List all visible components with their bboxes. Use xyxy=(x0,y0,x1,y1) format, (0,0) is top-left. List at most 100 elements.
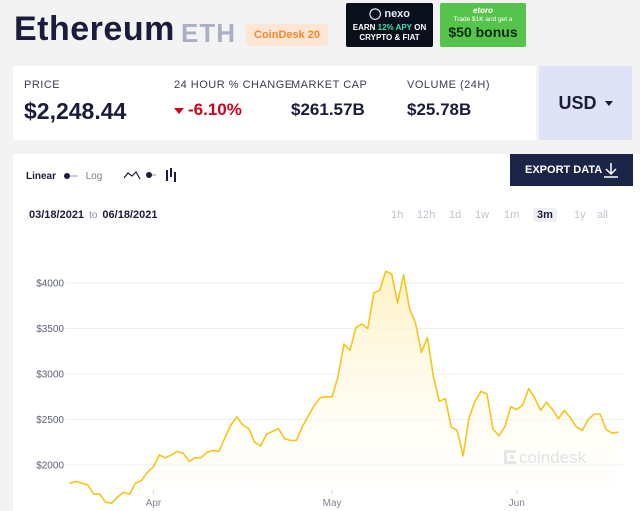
date-range[interactable]: 03/18/2021 to 06/18/2021 xyxy=(29,209,157,221)
title-row: Ethereum ETH CoinDesk 20 ◯ nexo EARN 12%… xyxy=(14,3,640,54)
data-point xyxy=(111,502,113,504)
range-12h[interactable]: 12h xyxy=(417,209,436,221)
data-point xyxy=(343,343,345,345)
range-3m[interactable]: 3m xyxy=(533,208,557,222)
data-point xyxy=(397,302,399,304)
export-data-button[interactable]: EXPORT DATA xyxy=(510,154,633,186)
data-point xyxy=(254,441,256,443)
date-from[interactable]: 03/18/2021 xyxy=(29,209,85,221)
market-cap-value: $261.57B xyxy=(291,100,365,119)
down-arrow-icon xyxy=(174,107,184,114)
data-point xyxy=(182,452,184,454)
range-1h[interactable]: 1h xyxy=(391,209,404,221)
data-point xyxy=(81,482,83,484)
scale-log-label[interactable]: Log xyxy=(85,171,103,182)
data-point xyxy=(206,451,208,453)
data-point xyxy=(194,457,196,459)
data-point xyxy=(212,449,214,451)
change-value-text: -6.10% xyxy=(188,100,242,119)
data-point xyxy=(510,406,512,408)
nexo-ad-brand: ◯ nexo xyxy=(368,8,411,20)
data-point xyxy=(325,396,327,398)
data-point xyxy=(450,426,452,428)
scale-toggle[interactable] xyxy=(63,173,78,180)
etoro-ad-line2: $50 bonus xyxy=(448,24,518,40)
currency-select[interactable]: USD xyxy=(539,66,632,140)
data-point xyxy=(271,430,274,432)
nexo-ad-line1: EARN 12% APY ON xyxy=(352,23,427,32)
nexo-ad-banner[interactable]: ◯ nexo EARN 12% APY ON CRYPTO & FIAT xyxy=(346,3,433,47)
price-chart[interactable]: $4000$3500$3000$2500$2000 AprMayJun coin… xyxy=(13,154,640,511)
data-point xyxy=(516,408,518,411)
data-point xyxy=(605,428,607,431)
data-point xyxy=(617,431,619,433)
data-point xyxy=(373,292,375,294)
volume-label: VOLUME (24H) xyxy=(407,79,491,91)
coindesk20-badge[interactable]: CoinDesk 20 xyxy=(246,24,329,46)
data-point xyxy=(480,390,482,392)
y-tick-label: $3000 xyxy=(36,370,64,381)
data-point xyxy=(385,270,387,272)
data-point xyxy=(129,493,131,495)
y-axis: $4000 $3500 $3000 $2500 $2000 xyxy=(36,279,64,472)
data-point xyxy=(557,418,560,420)
data-point xyxy=(319,397,321,399)
data-point xyxy=(420,351,422,353)
data-point xyxy=(504,426,506,428)
data-point xyxy=(569,417,571,419)
range-1y[interactable]: 1y xyxy=(574,209,586,221)
date-to-word: to xyxy=(89,210,98,221)
range-1m[interactable]: 1m xyxy=(504,209,520,221)
data-point xyxy=(498,435,500,437)
scale-linear-label[interactable]: Linear xyxy=(26,171,57,182)
nexo-ad-line2: CRYPTO & FIAT xyxy=(359,33,420,42)
caret-down-icon xyxy=(604,100,613,106)
change-stat: 24 HOUR % CHANGE -6.10% xyxy=(174,79,293,120)
data-point xyxy=(230,424,232,426)
date-to[interactable]: 06/18/2021 xyxy=(102,209,158,221)
data-point xyxy=(93,493,95,495)
data-point xyxy=(301,426,303,428)
data-point xyxy=(540,409,542,411)
etoro-ad-banner[interactable]: etoro Trade $1K and get a $50 bonus xyxy=(440,3,526,47)
price-points xyxy=(69,270,619,504)
data-point xyxy=(432,375,434,377)
currency-value: USD xyxy=(558,92,597,113)
data-point xyxy=(391,273,393,275)
data-point xyxy=(426,337,428,339)
data-point xyxy=(260,445,262,447)
range-selector: 1h 12h 1d 1w 1m 3m 1y all xyxy=(383,208,623,225)
data-point xyxy=(403,274,405,276)
data-point xyxy=(545,401,548,403)
data-point xyxy=(551,408,554,411)
etoro-ad-line1: Trade $1K and get a xyxy=(453,16,513,23)
data-point xyxy=(522,404,524,406)
y-tick-label: $2000 xyxy=(36,461,64,472)
data-point xyxy=(414,322,417,324)
data-point xyxy=(444,398,446,400)
range-all[interactable]: all xyxy=(597,209,609,221)
chart-type-switch[interactable] xyxy=(123,167,184,183)
data-point xyxy=(474,400,476,402)
data-point xyxy=(599,413,601,415)
data-point xyxy=(218,450,220,452)
range-1d[interactable]: 1d xyxy=(449,209,462,221)
data-point xyxy=(105,501,107,503)
data-point xyxy=(87,484,89,486)
data-point xyxy=(456,429,458,431)
change-value: -6.10% xyxy=(174,100,293,120)
price-value: $2,248.44 xyxy=(24,98,127,124)
data-point xyxy=(295,439,297,441)
market-cap-label: MARKET CAP xyxy=(291,79,368,91)
volume-stat: VOLUME (24H) $25.78B xyxy=(407,79,490,120)
data-point xyxy=(69,482,71,484)
coin-name: Ethereum xyxy=(14,10,175,48)
data-point xyxy=(242,424,244,426)
data-point xyxy=(361,323,363,325)
price-stat: PRICE $2,248.44 xyxy=(24,79,126,125)
range-1w[interactable]: 1w xyxy=(475,209,490,221)
data-point xyxy=(593,413,595,415)
scale-switch[interactable]: Linear Log xyxy=(26,171,102,182)
y-tick-label: $4000 xyxy=(36,279,64,290)
data-point xyxy=(200,457,202,459)
